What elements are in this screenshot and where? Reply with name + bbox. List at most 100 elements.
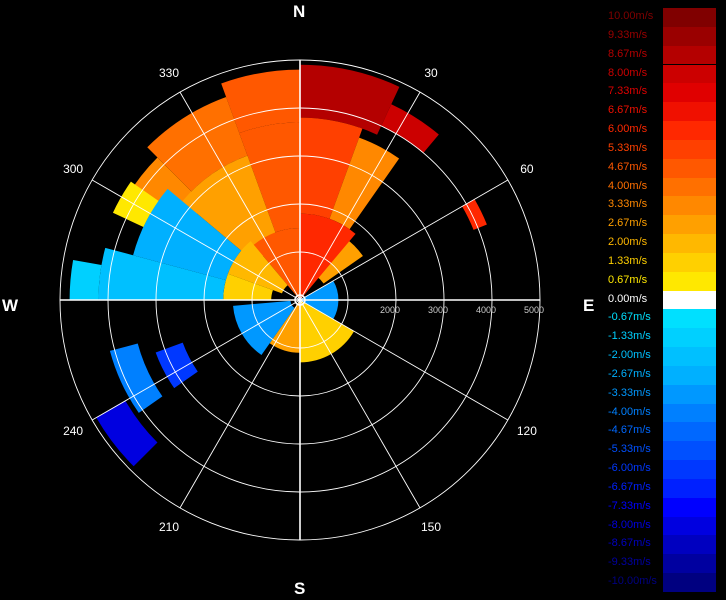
- legend-label: 7.33m/s: [608, 85, 648, 98]
- legend-label: -5.33m/s: [608, 443, 651, 456]
- azimuth-tick-label: 240: [63, 424, 83, 438]
- legend-swatch: [663, 234, 716, 253]
- legend-label: 10.00m/s: [608, 10, 654, 22]
- range-labels: 2000 3000 4000 5000: [380, 305, 544, 315]
- legend-row: -10.00m/s: [606, 573, 716, 592]
- legend-row: -7.33m/s: [606, 497, 716, 517]
- legend-label: -9.33m/s: [608, 556, 651, 569]
- velocity-sector: [96, 400, 158, 467]
- velocity-sector: [109, 343, 163, 413]
- legend-swatch: [663, 290, 716, 310]
- legend-swatch: [663, 365, 716, 385]
- legend-label: 4.00m/s: [608, 179, 648, 192]
- compass-north: N: [293, 2, 306, 21]
- legend-row: -4.00m/s: [606, 403, 716, 423]
- legend-swatch: [663, 573, 716, 592]
- velocity-sector: [227, 241, 288, 294]
- legend-swatch: [663, 83, 716, 103]
- range-tick-label: 5000: [524, 305, 544, 315]
- velocity-sector: [300, 64, 400, 135]
- legend-row: 4.00m/s: [606, 177, 716, 197]
- azimuth-spoke: [299, 91, 421, 301]
- range-tick-label: 3000: [428, 305, 448, 315]
- azimuth-tick-label: 300: [63, 162, 83, 176]
- velocity-sector: [329, 137, 400, 230]
- azimuth-spoke: [179, 91, 301, 301]
- legend-label: -8.00m/s: [608, 518, 651, 531]
- legend-row: -4.67m/s: [606, 422, 716, 442]
- legend-label: -6.00m/s: [608, 462, 651, 475]
- legend-swatch: [663, 45, 716, 65]
- velocity-sector: [69, 259, 102, 300]
- velocity-sector: [223, 273, 273, 300]
- legend-swatch: [663, 215, 716, 235]
- legend-label: 5.33m/s: [608, 141, 648, 154]
- velocity-sector: [233, 300, 295, 356]
- radar-center-marker: [294, 294, 306, 306]
- legend-row: 6.67m/s: [606, 102, 716, 121]
- legend-row: 0.00m/s: [606, 290, 716, 310]
- legend-label: 2.67m/s: [608, 217, 648, 230]
- velocity-sector: [300, 300, 355, 363]
- legend-label: -2.00m/s: [608, 349, 651, 362]
- legend-row: -2.67m/s: [606, 365, 716, 385]
- azimuth-spoke: [91, 179, 301, 301]
- legend-row: -6.67m/s: [606, 478, 716, 498]
- legend-label: 9.33m/s: [608, 28, 648, 41]
- legend-swatch: [663, 328, 716, 348]
- legend-row: -3.33m/s: [606, 384, 716, 404]
- legend-label: 3.33m/s: [608, 198, 648, 211]
- legend-row: -9.33m/s: [606, 554, 716, 574]
- azimuth-spoke: [299, 179, 509, 301]
- legend-row: 6.00m/s: [606, 121, 716, 140]
- legend-swatch: [663, 139, 716, 159]
- compass-west: W: [2, 296, 19, 315]
- legend-label: -7.33m/s: [608, 499, 651, 512]
- legend-label: 6.00m/s: [608, 123, 648, 136]
- legend-row: -6.00m/s: [606, 460, 716, 479]
- legend-label: 4.67m/s: [608, 160, 648, 173]
- legend-swatch: [663, 196, 716, 216]
- legend-swatch: [663, 497, 716, 517]
- legend-row: -8.00m/s: [606, 516, 716, 536]
- azimuth-tick-label: 120: [517, 424, 537, 438]
- legend-label: -2.67m/s: [608, 367, 651, 380]
- legend-label: -4.67m/s: [608, 424, 651, 437]
- legend-swatch: [663, 252, 716, 272]
- legend-swatch: [663, 403, 716, 423]
- legend-row: 1.33m/s: [606, 252, 716, 272]
- legend-label: -3.33m/s: [608, 386, 651, 399]
- legend-label: -1.33m/s: [608, 330, 651, 343]
- velocity-sector: [316, 237, 363, 284]
- legend-row: 2.00m/s: [606, 234, 716, 253]
- legend-row: 10.00m/s: [606, 8, 716, 27]
- legend-row: -0.67m/s: [606, 309, 716, 329]
- legend-row: 0.67m/s: [606, 271, 716, 291]
- legend-swatch: [663, 271, 716, 291]
- legend-swatch: [663, 347, 716, 366]
- azimuth-spoke: [299, 299, 509, 421]
- legend-row: 7.33m/s: [606, 83, 716, 103]
- legend-label: 8.00m/s: [608, 66, 648, 79]
- legend-swatch: [663, 8, 716, 27]
- velocity-sector: [98, 247, 226, 300]
- legend-label: 0.00m/s: [608, 292, 648, 305]
- legend-label: -0.67m/s: [608, 311, 651, 324]
- legend-swatch: [663, 441, 716, 461]
- legend-label: 6.67m/s: [608, 104, 648, 117]
- velocity-sector: [300, 117, 363, 219]
- velocity-sector: [112, 181, 159, 227]
- azimuth-tick-label: 30: [424, 66, 438, 80]
- legend-row: -5.33m/s: [606, 441, 716, 461]
- legend-label: -10.00m/s: [608, 575, 657, 588]
- legend-swatch: [663, 102, 716, 121]
- velocity-sector: [300, 213, 356, 300]
- legend-row: 2.67m/s: [606, 215, 716, 235]
- legend-row: 3.33m/s: [606, 196, 716, 216]
- azimuth-tick-label: 330: [159, 66, 179, 80]
- legend-label: 1.33m/s: [608, 254, 648, 267]
- azimuth-tick-label: 150: [421, 520, 441, 534]
- range-tick-label: 4000: [476, 305, 496, 315]
- azimuth-spoke: [299, 299, 421, 509]
- legend-row: -2.00m/s: [606, 347, 716, 366]
